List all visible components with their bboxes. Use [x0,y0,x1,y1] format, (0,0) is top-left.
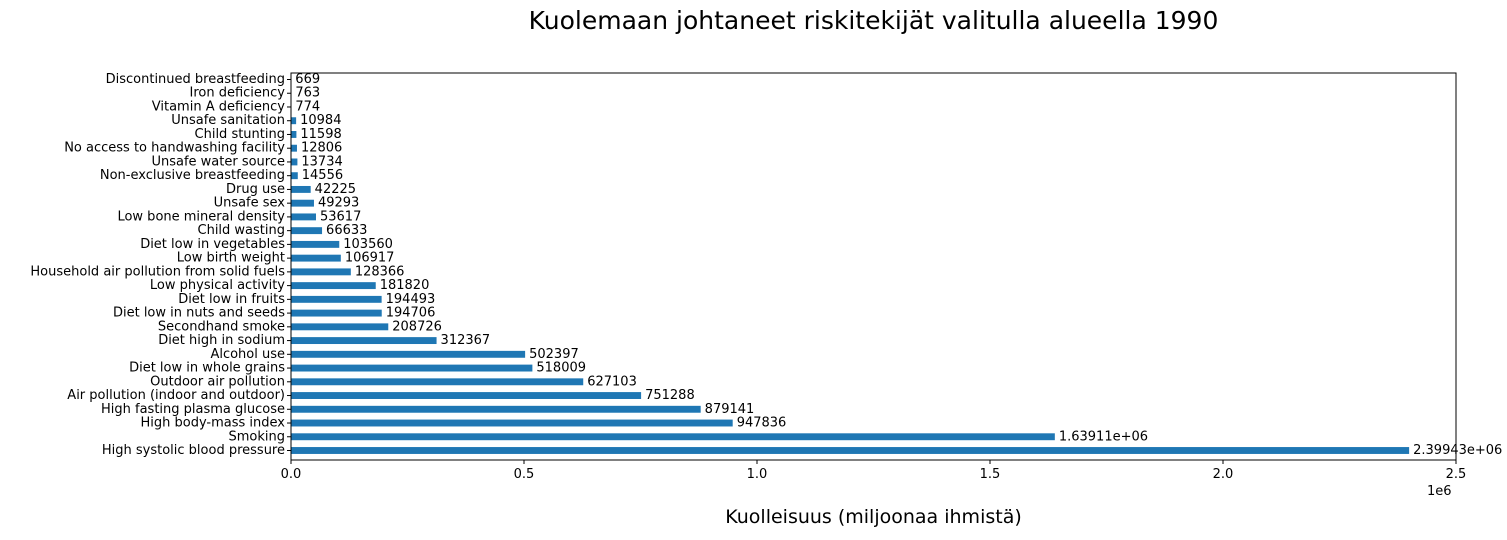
value-label: 879141 [705,402,755,417]
bar [291,392,642,399]
y-tick-label: High body-mass index [141,416,286,431]
bar [291,213,316,221]
value-label: 947836 [737,416,787,431]
value-label: 751288 [645,388,695,403]
value-label: 14556 [302,168,343,183]
y-tick-label: Air pollution (indoor and outdoor) [67,388,285,403]
bar [291,117,297,125]
value-label: 627103 [587,374,637,389]
bar [291,350,526,358]
value-label: 194493 [386,292,436,307]
x-tick-label: 0.0 [281,467,302,482]
bar [291,309,382,317]
value-label: 106917 [345,251,395,266]
value-label: 12806 [301,141,342,156]
y-tick-label: Child stunting [195,127,285,142]
y-tick-label: High fasting plasma glucose [101,402,285,417]
bars [291,76,1410,454]
bar [291,185,311,193]
bar [291,131,297,138]
y-tick-label: Unsafe water source [151,154,285,169]
value-label: 2.39943e+06 [1413,443,1502,458]
y-tick-label: Low bone mineral density [117,209,285,224]
bar [291,337,437,345]
bar [291,282,376,290]
value-label: 763 [295,86,320,101]
y-tick-label: Unsafe sanitation [171,113,285,128]
bar [291,144,297,152]
value-label: 518009 [536,361,586,376]
value-label: 10984 [300,113,341,128]
value-label: 128366 [355,264,405,279]
bar [291,419,733,427]
y-tick-label: Discontinued breastfeeding [106,72,285,87]
value-label: 42225 [315,182,356,197]
y-tick-label: No access to handwashing facility [64,141,285,156]
value-label: 194706 [386,306,436,321]
y-tick-label: Low birth weight [177,251,285,266]
x-tick-label: 2.0 [1213,467,1234,482]
value-label: 1.63911e+06 [1059,429,1148,444]
y-tick-label: Diet high in sodium [158,333,285,348]
x-tick-label: 1.5 [980,467,1001,482]
bar [291,433,1055,441]
bar [291,158,298,166]
bar [291,254,341,262]
x-axis-label: Kuolleisuus (miljoonaa ihmistä) [725,506,1022,528]
value-label: 11598 [300,127,341,142]
x-tick-label: 0.5 [514,467,535,482]
y-axis-labels: High systolic blood pressureSmokingHigh … [30,72,291,458]
chart-title: Kuolemaan johtaneet riskitekijät valitul… [528,6,1219,35]
value-label: 49293 [318,196,359,211]
y-tick-label: Outdoor air pollution [150,374,285,389]
value-label: 181820 [380,278,430,293]
x-tick-label: 2.5 [1446,467,1467,482]
value-label: 312367 [441,333,491,348]
x-tick-label: 1.0 [747,467,768,482]
x-axis-ticks: 0.0 0.5 1.0 1.5 2.0 2.5 [281,460,1467,482]
bar [291,172,298,180]
y-tick-label: Diet low in nuts and seeds [113,306,285,321]
value-label: 208726 [392,319,442,334]
y-tick-label: Diet low in vegetables [140,237,285,252]
y-tick-label: Diet low in fruits [178,292,285,307]
y-tick-label: Iron deficiency [190,86,286,101]
bar [291,268,351,276]
bar [291,364,533,372]
plot-frame [290,72,1457,461]
value-label: 502397 [529,347,579,362]
bar [291,378,584,386]
y-tick-label: Diet low in whole grains [129,361,285,376]
bar [291,447,1410,454]
y-tick-label: Non-exclusive breastfeeding [100,168,285,183]
value-label: 53617 [320,209,361,224]
value-label: 774 [295,99,320,114]
bar [291,295,382,303]
x-axis-offset-label: 1e6 [1427,484,1452,499]
value-label: 66633 [326,223,367,238]
y-tick-label: Secondhand smoke [158,319,285,334]
bar [291,323,389,331]
value-label: 669 [295,72,320,87]
y-tick-label: Vitamin A deficiency [152,99,286,114]
y-tick-label: Unsafe sex [214,196,286,211]
y-tick-label: Alcohol use [210,347,285,362]
y-tick-label: Household air pollution from solid fuels [30,264,285,279]
bar [291,405,701,413]
bar [291,240,340,248]
value-label: 13734 [301,154,342,169]
value-label: 103560 [343,237,393,252]
y-tick-label: Low physical activity [150,278,285,293]
y-tick-label: Drug use [226,182,285,197]
bar [291,199,314,207]
y-tick-label: High systolic blood pressure [102,443,285,458]
bar [291,227,323,235]
y-tick-label: Child wasting [198,223,286,238]
y-tick-label: Smoking [228,429,285,444]
